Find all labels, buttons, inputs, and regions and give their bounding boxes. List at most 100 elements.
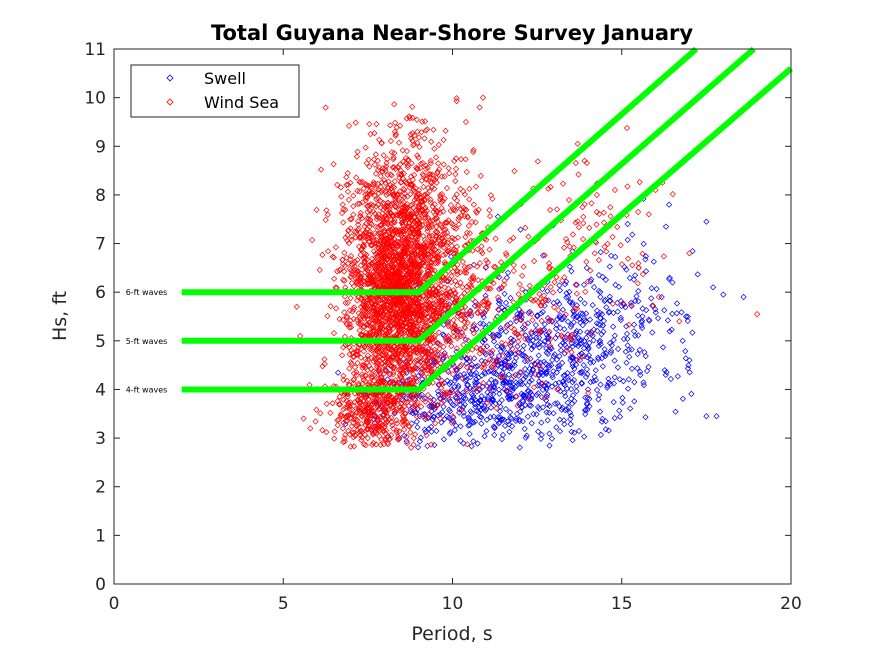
swell-point	[561, 350, 568, 357]
swell-point	[511, 358, 518, 365]
wind-sea-point	[416, 143, 423, 150]
wind-sea-point	[392, 193, 399, 200]
wind-sea-point	[382, 331, 389, 338]
wind-sea-point	[383, 159, 390, 166]
wind-sea-point	[583, 159, 590, 167]
wind-sea-point	[437, 415, 444, 422]
swell-point	[428, 423, 435, 431]
wind-sea-point	[396, 315, 403, 322]
wind-sea-point	[399, 361, 406, 368]
wind-sea-point	[391, 178, 398, 185]
swell-point	[488, 349, 495, 356]
wind-sea-point	[410, 231, 417, 238]
wind-sea-point	[386, 253, 393, 260]
wind-sea-point	[372, 428, 379, 435]
swell-point	[631, 321, 638, 328]
wind-sea-point	[348, 236, 355, 243]
wind-sea-point	[350, 315, 357, 323]
wind-sea-point	[338, 193, 345, 200]
wind-sea-point	[402, 363, 409, 371]
wind-sea-point	[466, 196, 473, 203]
wind-sea-point	[376, 427, 383, 434]
swell-point	[470, 438, 477, 445]
wind-sea-point	[569, 231, 576, 238]
wind-sea-point	[400, 214, 407, 221]
wind-sea-point	[405, 304, 412, 311]
wind-sea-point	[354, 148, 361, 155]
wind-sea-point	[337, 401, 344, 408]
wind-sea-point	[376, 366, 383, 373]
swell-point	[441, 350, 448, 357]
wind-sea-point	[514, 349, 521, 356]
wind-sea-point	[421, 259, 428, 266]
wind-sea-point	[416, 295, 423, 302]
swell-point	[522, 434, 529, 441]
swell-point	[573, 341, 580, 348]
swell-point	[501, 358, 509, 365]
wind-sea-point	[426, 232, 433, 239]
swell-point	[470, 394, 477, 402]
wind-sea-point	[390, 300, 397, 307]
swell-point	[626, 353, 633, 360]
swell-point	[580, 281, 588, 288]
swell-point	[403, 438, 410, 445]
wind-sea-point	[367, 329, 374, 336]
wind-sea-point	[471, 321, 478, 328]
wind-sea-point	[395, 251, 402, 258]
swell-point	[481, 433, 488, 440]
wind-sea-point	[347, 317, 354, 324]
wind-sea-point	[364, 435, 371, 442]
wind-sea-point	[403, 244, 410, 251]
swell-point	[658, 294, 665, 301]
y-tick-label: 5	[95, 332, 106, 352]
wind-sea-point	[436, 381, 443, 388]
swell-point	[436, 395, 443, 402]
wind-sea-point	[419, 310, 426, 317]
wind-sea-point	[475, 385, 483, 392]
wind-sea-point	[377, 204, 384, 211]
swell-point	[488, 376, 495, 383]
swell-point	[575, 335, 582, 342]
swell-point	[703, 413, 710, 420]
wind-sea-point	[415, 316, 422, 323]
wind-sea-point	[351, 412, 358, 419]
wind-sea-point	[378, 140, 385, 147]
swell-point	[490, 383, 497, 390]
wind-sea-point	[435, 258, 442, 265]
swell-point	[509, 387, 516, 394]
wind-sea-point	[519, 272, 526, 279]
swell-point	[519, 352, 526, 359]
swell-point	[586, 316, 594, 323]
wind-sea-point	[334, 422, 341, 429]
legend: Swell Wind Sea	[130, 64, 300, 118]
swell-point	[595, 342, 602, 349]
wind-sea-point	[418, 357, 425, 365]
swell-point	[549, 372, 556, 379]
wind-sea-point	[574, 140, 581, 147]
swell-point	[623, 359, 630, 366]
swell-point	[494, 343, 501, 350]
wind-sea-point	[462, 266, 469, 274]
wind-sea-point	[422, 165, 429, 173]
wind-sea-point	[453, 98, 460, 105]
wind-sea-point	[358, 420, 365, 427]
wind-sea-point	[374, 423, 382, 430]
swell-point	[566, 298, 573, 305]
wind-sea-point	[448, 279, 455, 286]
swell-point	[593, 312, 600, 319]
wind-sea-point	[392, 346, 399, 354]
swell-point	[555, 385, 562, 392]
wind-sea-point	[374, 318, 381, 325]
wind-sea-point	[409, 130, 416, 137]
swell-point	[590, 337, 597, 344]
wind-sea-point	[380, 411, 387, 418]
swell-point	[546, 430, 553, 437]
wind-sea-point	[586, 224, 593, 231]
wind-sea-point	[319, 251, 326, 258]
swell-point	[515, 349, 522, 356]
wind-sea-point	[357, 331, 364, 338]
wind-sea-point	[506, 237, 513, 244]
wind-sea-point	[572, 219, 579, 226]
wind-sea-point	[452, 207, 459, 214]
wind-sea-point	[384, 211, 392, 218]
